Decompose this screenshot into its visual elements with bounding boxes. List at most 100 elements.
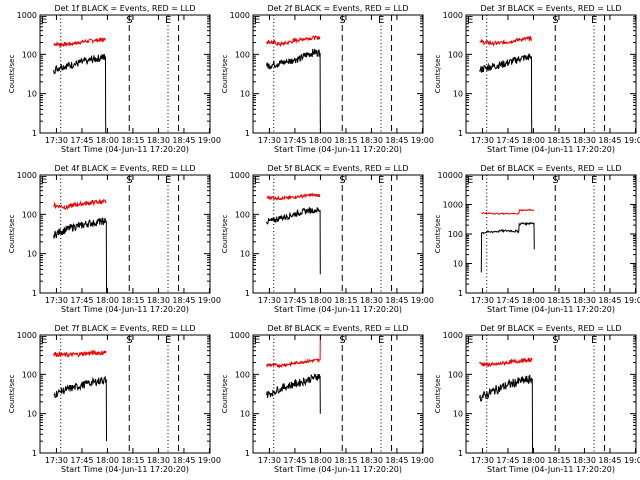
panel-title: Det 5f BLACK = Events, RED = LLD (267, 164, 408, 173)
y-tick-label: 1000 (17, 331, 37, 340)
x-tick-label: 19:00 (198, 456, 221, 465)
marker-label: E (378, 15, 384, 26)
x-tick-label: 19:00 (624, 456, 640, 465)
y-tick-label: 1000 (443, 201, 463, 210)
y-axis-label: Counts/sec (434, 375, 442, 414)
y-tick-label: 100 (22, 370, 37, 379)
x-tick-label: 18:00 (96, 136, 119, 145)
y-tick-label: 1 (458, 449, 463, 458)
x-tick-label: 18:00 (309, 456, 332, 465)
x-tick-label: 18:15 (334, 136, 357, 145)
y-tick-label: 10 (453, 90, 463, 99)
marker-label: S (126, 175, 132, 186)
y-tick-label: 1000 (443, 331, 463, 340)
series-line-lld (53, 349, 107, 358)
y-tick-label: 1 (245, 449, 250, 458)
panel-det-3: Det 3f BLACK = Events, RED = LLD E S E 1 10 10… (434, 4, 640, 154)
y-tick-label: 100 (448, 230, 463, 239)
series-line-lld (53, 198, 107, 211)
x-tick-label: 18:30 (360, 136, 383, 145)
x-tick-label: 18:30 (147, 136, 170, 145)
y-axis-label: Counts/sec (221, 375, 229, 414)
y-tick-label: 1 (32, 449, 37, 458)
x-tick-label: 18:15 (334, 296, 357, 305)
marker-label: S (552, 175, 558, 186)
marker-label: S (552, 335, 558, 346)
y-tick-label: 10 (453, 260, 463, 269)
x-tick-label: 18:00 (309, 136, 332, 145)
x-tick-label: 18:15 (547, 136, 570, 145)
y-axis-label: Counts/sec (434, 215, 442, 254)
x-tick-label: 18:30 (573, 136, 596, 145)
marker-label: S (552, 15, 558, 26)
y-axis-label: Counts/sec (8, 55, 16, 94)
x-tick-label: 17:30 (45, 456, 68, 465)
marker-label: E (254, 335, 260, 346)
series-line-events (479, 374, 534, 453)
y-tick-label: 1 (458, 129, 463, 138)
y-axis-label: Counts/sec (8, 375, 16, 414)
panel-title: Det 9f BLACK = Events, RED = LLD (480, 324, 621, 333)
y-tick-label: 100 (235, 210, 250, 219)
x-tick-label: 17:30 (45, 296, 68, 305)
plot-frame (252, 14, 424, 134)
series-line-events (266, 373, 321, 414)
marker-label: E (254, 175, 260, 186)
x-tick-label: 18:00 (522, 136, 545, 145)
panel-det-2: Det 2f BLACK = Events, RED = LLD E S E 1 10 10… (221, 4, 434, 154)
marker-label: E (467, 335, 473, 346)
x-axis-label: Start Time (04-Jun-11 17:20:20) (61, 465, 189, 474)
x-axis-label: Start Time (04-Jun-11 17:20:20) (274, 145, 402, 154)
x-axis-label: Start Time (04-Jun-11 17:20:20) (487, 465, 615, 474)
x-tick-label: 18:30 (147, 456, 170, 465)
y-axis-label: Counts/sec (434, 55, 442, 94)
x-tick-label: 17:45 (283, 136, 306, 145)
y-tick-label: 100 (448, 50, 463, 59)
y-tick-label: 1 (245, 289, 250, 298)
x-tick-label: 18:00 (522, 456, 545, 465)
panel-det-7: Det 7f BLACK = Events, RED = LLD E S E 1 10 10… (8, 324, 221, 474)
plot-frame (39, 174, 211, 294)
y-tick-label: 1 (32, 129, 37, 138)
x-tick-label: 18:30 (573, 296, 596, 305)
x-tick-label: 19:00 (411, 136, 434, 145)
x-tick-label: 17:30 (45, 136, 68, 145)
x-tick-label: 17:30 (471, 296, 494, 305)
marker-label: E (165, 15, 171, 26)
panel-det-6: Det 6f BLACK = Events, RED = LLD E S E 1 10 10… (434, 164, 640, 314)
panel-det-1: Det 1f BLACK = Events, RED = LLD E S E 1 10 10… (8, 4, 221, 154)
y-tick-label: 10 (240, 410, 250, 419)
panel-title: Det 1f BLACK = Events, RED = LLD (54, 4, 195, 13)
marker-label: E (467, 175, 473, 186)
panel-det-5: Det 5f BLACK = Events, RED = LLD E S E 1 10 10… (221, 164, 434, 314)
y-tick-label: 1000 (230, 171, 250, 180)
y-tick-label: 10000 (438, 171, 463, 180)
x-tick-label: 18:45 (172, 456, 195, 465)
y-tick-label: 10 (453, 410, 463, 419)
marker-label: S (339, 15, 345, 26)
x-tick-label: 19:00 (198, 136, 221, 145)
x-tick-label: 18:45 (598, 136, 621, 145)
y-tick-label: 10 (240, 90, 250, 99)
y-tick-label: 10 (240, 250, 250, 259)
x-tick-label: 19:00 (624, 296, 640, 305)
x-tick-label: 18:00 (96, 456, 119, 465)
series-line-lld (479, 35, 532, 47)
series-line-lld (53, 36, 106, 49)
marker-label: E (591, 175, 597, 186)
panel-title: Det 3f BLACK = Events, RED = LLD (480, 4, 621, 13)
panel-det-8: Det 8f BLACK = Events, RED = LLD E S E 1 10 10… (221, 324, 434, 474)
x-tick-label: 17:45 (70, 296, 93, 305)
y-axis-label: Counts/sec (8, 215, 16, 254)
panel-title: Det 7f BLACK = Events, RED = LLD (54, 324, 195, 333)
series-line-lld (266, 192, 321, 201)
y-tick-label: 1 (32, 289, 37, 298)
x-axis-label: Start Time (04-Jun-11 17:20:20) (487, 145, 615, 154)
marker-label: E (165, 335, 171, 346)
plot-frame (39, 14, 211, 134)
series-line-lld (479, 357, 533, 368)
x-tick-label: 18:15 (121, 136, 144, 145)
x-tick-label: 17:30 (258, 136, 281, 145)
x-tick-label: 18:45 (385, 136, 408, 145)
x-tick-label: 18:00 (522, 296, 545, 305)
